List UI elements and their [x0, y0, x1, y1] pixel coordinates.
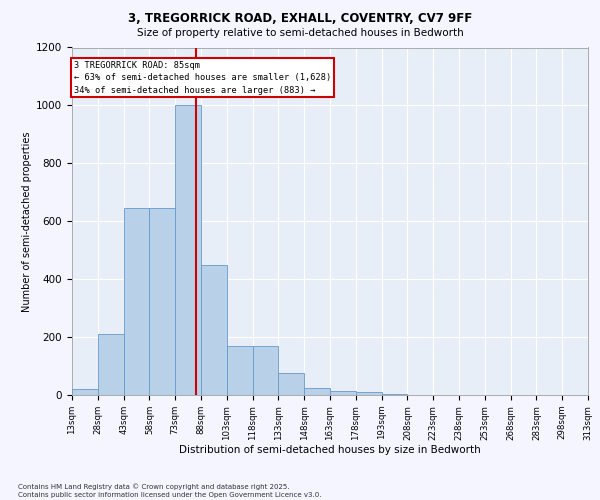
Text: Size of property relative to semi-detached houses in Bedworth: Size of property relative to semi-detach…: [137, 28, 463, 38]
Bar: [124, 208, 149, 395]
X-axis label: Distribution of semi-detached houses by size in Bedworth: Distribution of semi-detached houses by …: [179, 445, 481, 455]
Bar: [227, 346, 253, 395]
Text: 3 TREGORRICK ROAD: 85sqm
← 63% of semi-detached houses are smaller (1,628)
34% o: 3 TREGORRICK ROAD: 85sqm ← 63% of semi-d…: [74, 60, 331, 94]
Bar: [304, 388, 330, 395]
Bar: [330, 390, 356, 395]
Bar: [356, 392, 382, 395]
Bar: [98, 334, 124, 395]
Bar: [278, 374, 304, 395]
Y-axis label: Number of semi-detached properties: Number of semi-detached properties: [22, 131, 32, 312]
Bar: [72, 389, 98, 395]
Text: 3, TREGORRICK ROAD, EXHALL, COVENTRY, CV7 9FF: 3, TREGORRICK ROAD, EXHALL, COVENTRY, CV…: [128, 12, 472, 26]
Bar: [253, 346, 278, 395]
Bar: [149, 208, 175, 395]
Bar: [201, 264, 227, 395]
Text: Contains HM Land Registry data © Crown copyright and database right 2025.
Contai: Contains HM Land Registry data © Crown c…: [18, 484, 322, 498]
Bar: [382, 394, 407, 395]
Bar: [175, 106, 201, 395]
